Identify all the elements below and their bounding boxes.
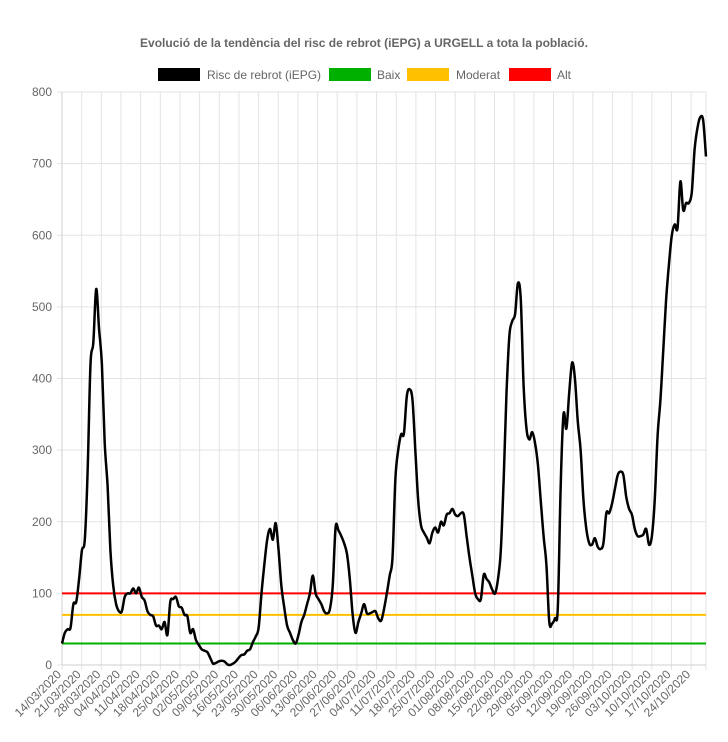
y-tick-label: 400 — [32, 372, 52, 386]
y-tick-label: 300 — [32, 443, 52, 457]
legend-label: Moderat — [456, 68, 501, 82]
y-tick-label: 700 — [32, 157, 52, 171]
axes — [61, 92, 706, 666]
threshold-lines — [62, 592, 706, 645]
y-tick-label: 500 — [32, 300, 52, 314]
legend-swatch — [329, 68, 371, 81]
gridlines — [57, 91, 707, 670]
legend: Risc de rebrot (iEPG) Baix Moderat Alt — [158, 68, 572, 82]
y-tick-label: 800 — [32, 85, 52, 99]
y-tick-label: 600 — [32, 228, 52, 242]
legend-label: Risc de rebrot (iEPG) — [207, 68, 321, 82]
legend-label: Baix — [377, 68, 400, 82]
legend-swatch — [158, 68, 200, 81]
legend-swatch — [509, 68, 551, 81]
y-tick-label: 200 — [32, 515, 52, 529]
x-ticks: 14/03/202021/03/202028/03/202004/04/2020… — [12, 667, 694, 720]
y-tick-label: 100 — [32, 586, 52, 600]
legend-swatch — [407, 68, 449, 81]
y-ticks: 0 100 200 300 400 500 600 700 800 — [32, 85, 52, 672]
series-lines — [60, 114, 708, 667]
legend-label: Alt — [557, 68, 572, 82]
y-tick-label: 0 — [45, 658, 52, 672]
series-line-iepg — [60, 114, 708, 667]
chart-title: Evolució de la tendència del risc de reb… — [140, 36, 588, 50]
